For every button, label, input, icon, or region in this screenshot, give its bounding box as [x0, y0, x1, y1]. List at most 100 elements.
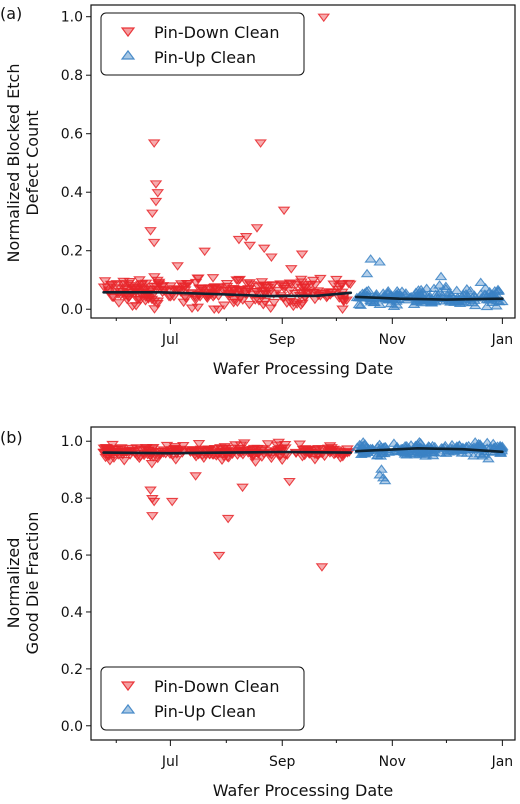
data-point	[261, 440, 275, 449]
data-point	[227, 296, 241, 305]
legend-marker-pin-up	[120, 703, 136, 714]
data-point	[213, 283, 227, 293]
data-point	[264, 304, 277, 313]
data-point	[295, 250, 309, 260]
data-point	[373, 470, 386, 479]
x-tick-label: Sep	[269, 332, 296, 348]
data-point	[144, 486, 157, 495]
trend-line	[102, 450, 353, 455]
data-point	[384, 298, 398, 308]
data-point	[450, 285, 464, 295]
data-point	[231, 298, 244, 308]
data-point	[317, 13, 331, 23]
data-point	[146, 512, 159, 521]
data-point	[134, 281, 148, 290]
x-axis-label: Wafer Processing Date	[213, 781, 394, 800]
data-point	[265, 253, 278, 262]
trend-line	[354, 447, 504, 454]
data-point	[117, 457, 131, 466]
plot-frame	[90, 4, 516, 319]
data-point	[160, 441, 174, 451]
data-point	[352, 299, 366, 309]
data-point	[176, 282, 190, 292]
legend-marker-pin-down	[120, 27, 136, 38]
data-point	[330, 275, 343, 285]
legend-box	[100, 12, 305, 76]
data-point	[293, 440, 307, 450]
data-point	[232, 235, 246, 245]
legend-marker-pin-up	[120, 49, 136, 60]
legend-label-pin-down: Pin-Down Clean	[154, 677, 279, 696]
y-axis-label-line-2: Good Die Fraction	[23, 512, 42, 655]
data-point	[374, 451, 388, 460]
x-axis: Jul Sep Nov Jan	[115, 740, 514, 770]
data-point	[468, 300, 482, 310]
plot-area: 0.0 0.2 0.4 0.6 0.8 1.0 Jul Sep Nov Jan	[61, 10, 513, 348]
data-point	[259, 282, 273, 291]
data-point	[171, 262, 184, 271]
data-point	[283, 477, 296, 487]
data-point	[491, 286, 505, 295]
data-point	[239, 232, 253, 242]
data-point	[201, 447, 214, 456]
data-point	[288, 289, 302, 299]
data-point	[176, 442, 190, 451]
data-point	[311, 287, 325, 296]
data-point	[104, 280, 118, 290]
y-tick-label: 0.2	[61, 244, 83, 260]
y-axis-label-line-2: Defect Count	[23, 110, 42, 215]
data-point	[439, 448, 453, 457]
data-point	[420, 283, 433, 293]
data-point	[186, 446, 200, 455]
panel-b: (b) Normalized Good Die Fraction 0.00.20…	[0, 426, 516, 800]
y-tick-label: 0.6	[61, 127, 83, 143]
y-tick-label: 0.0	[61, 302, 83, 318]
y-axis-label-line-1: Normalized Blocked Etch	[4, 64, 23, 263]
data-point	[482, 453, 495, 463]
legend-label-pin-down: Pin-Down Clean	[154, 23, 279, 42]
data-point	[364, 254, 377, 263]
data-point	[258, 297, 272, 307]
panel-a: (a) Normalized Blocked Etch Defect Count…	[0, 4, 516, 378]
series-pin-down	[97, 438, 356, 572]
data-point	[181, 280, 195, 289]
x-tick-label: Jan	[491, 754, 514, 770]
legend: Pin-Down Clean Pin-Up Clean	[100, 666, 305, 731]
data-point	[237, 439, 251, 448]
y-tick-label: 0.6	[61, 548, 83, 564]
data-point	[279, 444, 292, 453]
trend-line	[102, 291, 353, 298]
data-point	[165, 497, 179, 507]
data-point	[152, 278, 166, 288]
data-point	[483, 286, 496, 296]
data-point	[395, 446, 408, 456]
data-point	[211, 285, 224, 294]
x-tick-label: Jan	[491, 332, 514, 348]
data-point	[337, 296, 350, 306]
data-point	[375, 464, 388, 473]
data-point	[124, 282, 138, 291]
data-points	[97, 13, 509, 315]
data-point	[149, 180, 163, 189]
data-point	[425, 446, 439, 455]
legend-box	[100, 666, 305, 731]
data-point	[254, 139, 267, 148]
data-point	[236, 483, 249, 493]
x-axis-label: Wafer Processing Date	[213, 359, 394, 378]
data-point	[362, 285, 375, 294]
data-point	[234, 286, 248, 295]
data-point	[270, 441, 284, 451]
data-point	[229, 441, 242, 450]
data-point	[408, 446, 422, 456]
data-point	[277, 206, 291, 216]
data-point	[373, 257, 386, 266]
data-point	[434, 271, 448, 281]
data-point	[246, 453, 260, 462]
plot-area: 0.0 0.2 0.4 0.6 0.8 1.0 Jul Sep Nov Jan	[61, 434, 513, 770]
data-point	[353, 439, 366, 449]
data-point	[284, 265, 298, 274]
data-point	[477, 449, 491, 458]
data-point	[147, 497, 161, 507]
data-point	[490, 295, 504, 305]
